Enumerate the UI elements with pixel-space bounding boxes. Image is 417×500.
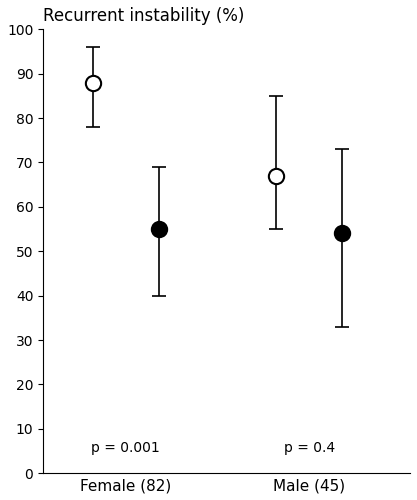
Text: Recurrent instability (%): Recurrent instability (%) xyxy=(43,7,244,25)
Text: p = 0.4: p = 0.4 xyxy=(284,442,335,456)
Text: p = 0.001: p = 0.001 xyxy=(91,442,160,456)
